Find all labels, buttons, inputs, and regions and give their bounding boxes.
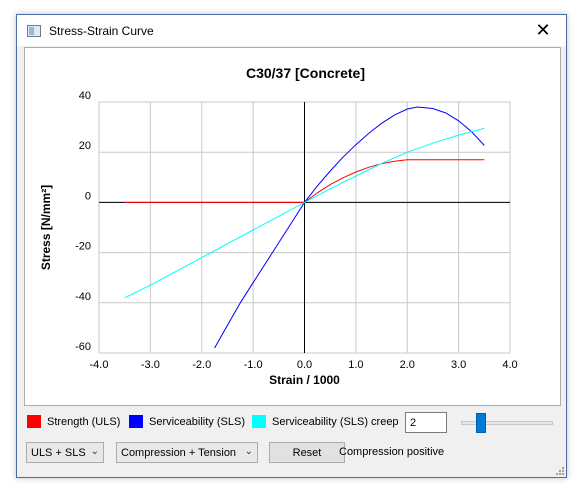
reset-button[interactable]: Reset	[269, 442, 345, 463]
legend-item-strength: Strength (ULS)	[27, 415, 120, 428]
title-bar[interactable]: Stress-Strain Curve ✕	[17, 15, 566, 46]
y-tick-label: 20	[79, 140, 91, 152]
legend-item-serviceability-creep: Serviceability (SLS) creep	[252, 415, 399, 428]
plot-panel: -4.0 -3.0 -2.0 -1.0 0.0 1.0 2.0 3.0 4.0 40 20 0 -20 -…	[24, 47, 561, 406]
x-tick-label: -4.0	[90, 359, 109, 371]
options-row: ULS + SLS ⌄ Compression + Tension ⌄ Rese…	[17, 442, 566, 468]
strength-uls-line	[124, 159, 485, 203]
slider-track[interactable]	[461, 421, 553, 425]
x-tick-label: 3.0	[451, 359, 466, 371]
x-tick-label: -2.0	[192, 359, 211, 371]
x-tick-label: -1.0	[244, 359, 263, 371]
creep-slider[interactable]	[461, 413, 553, 433]
legend-row: Strength (ULS) Serviceability (SLS) Serv…	[17, 411, 566, 437]
y-tick-label: -60	[75, 341, 91, 353]
legend-label-serviceability: Serviceability (SLS)	[149, 415, 245, 428]
y-tick-label: -20	[75, 241, 91, 253]
serviceability-sls-creep-line	[124, 127, 485, 299]
legend-swatch-serviceability-creep	[252, 415, 266, 428]
legend-label-serviceability-creep: Serviceability (SLS) creep	[272, 415, 399, 428]
limit-state-value: ULS + SLS	[31, 446, 86, 459]
y-tick-label: -40	[75, 291, 91, 303]
stress-strain-chart: -4.0 -3.0 -2.0 -1.0 0.0 1.0 2.0 3.0 4.0 40 20 0 -20 -…	[39, 65, 518, 387]
chart-title: C30/37 [Concrete]	[246, 65, 365, 81]
slider-thumb[interactable]	[475, 413, 486, 433]
window-title: Stress-Strain Curve	[49, 23, 154, 38]
close-button[interactable]: ✕	[520, 15, 566, 46]
legend-swatch-strength	[27, 415, 41, 428]
app-window-icon	[27, 24, 41, 37]
close-icon: ✕	[535, 20, 551, 40]
x-tick-label: 4.0	[502, 359, 517, 371]
creep-factor-input[interactable]	[405, 412, 447, 433]
stress-strain-window: Stress-Strain Curve ✕ -4.0 -3.0 -2.0 -1.0 0.…	[16, 14, 567, 478]
chevron-down-icon: ⌄	[244, 446, 253, 457]
region-select[interactable]: Compression + Tension ⌄	[116, 442, 258, 463]
sign-convention-label: Compression positive	[339, 446, 445, 458]
y-axis-label: Stress [N/mm²]	[39, 185, 53, 270]
legend-item-serviceability: Serviceability (SLS)	[129, 415, 245, 428]
limit-state-select[interactable]: ULS + SLS ⌄	[26, 442, 104, 463]
resize-grip-icon[interactable]	[554, 465, 564, 475]
legend-label-strength: Strength (ULS)	[47, 415, 121, 428]
x-tick-label: 1.0	[348, 359, 363, 371]
x-tick-label: 2.0	[400, 359, 415, 371]
x-tick-label: -3.0	[141, 359, 160, 371]
serviceability-sls-line	[214, 106, 485, 349]
y-tick-label: 0	[85, 190, 91, 202]
region-value: Compression + Tension	[121, 446, 237, 459]
x-axis-label: Strain / 1000	[269, 373, 340, 387]
legend-swatch-serviceability	[129, 415, 143, 428]
x-tick-label: 0.0	[297, 359, 312, 371]
chevron-down-icon: ⌄	[90, 446, 99, 457]
y-tick-label: 40	[79, 90, 91, 102]
